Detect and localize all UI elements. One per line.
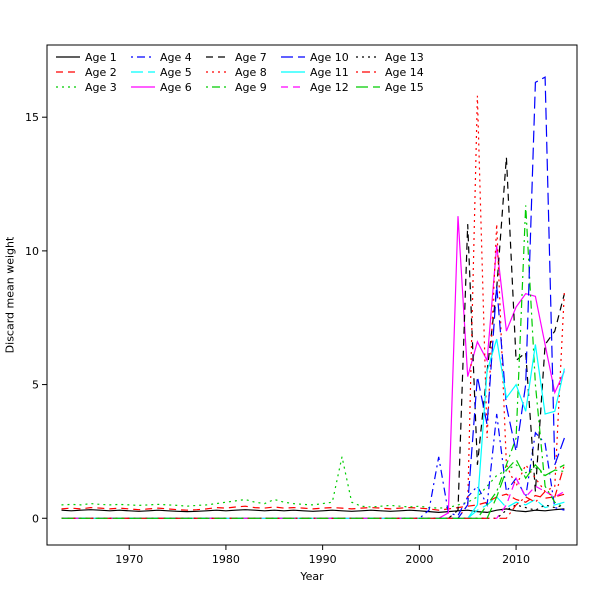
series-line-age-3: [61, 456, 565, 509]
series-line-age-11: [61, 338, 565, 519]
y-tick-label: 10: [25, 245, 39, 258]
legend-label-age-10: Age 10: [310, 51, 349, 64]
y-tick-label: 15: [25, 111, 39, 124]
legend-label-age-4: Age 4: [160, 51, 192, 64]
x-tick-label: 1980: [212, 553, 240, 566]
series-line-age-1: [61, 508, 565, 514]
legend-label-age-6: Age 6: [160, 81, 192, 94]
plot-box: [46, 44, 578, 546]
series-line-age-10: [61, 76, 565, 519]
legend-label-age-7: Age 7: [235, 51, 267, 64]
series-line-age-8: [61, 95, 565, 519]
legend-label-age-15: Age 15: [385, 81, 424, 94]
legend-label-age-5: Age 5: [160, 66, 192, 79]
legend-label-age-2: Age 2: [85, 66, 117, 79]
y-axis-label: Discard mean weight: [3, 236, 17, 354]
series-line-age-2: [61, 493, 565, 511]
legend-label-age-3: Age 3: [85, 81, 117, 94]
x-tick-label: 2010: [502, 553, 530, 566]
y-tick-label: 0: [32, 512, 39, 525]
legend-label-age-14: Age 14: [385, 66, 424, 79]
x-tick-label: 1990: [309, 553, 337, 566]
x-tick-label: 2000: [405, 553, 433, 566]
y-tick-label: 5: [32, 379, 39, 392]
series-line-age-14: [61, 464, 565, 519]
series-line-age-6: [61, 216, 565, 519]
legend-label-age-1: Age 1: [85, 51, 117, 64]
legend-label-age-11: Age 11: [310, 66, 349, 79]
x-tick-label: 1970: [115, 553, 143, 566]
legend-label-age-13: Age 13: [385, 51, 424, 64]
legend-label-age-9: Age 9: [235, 81, 267, 94]
x-axis-label: Year: [300, 570, 324, 583]
legend-label-age-8: Age 8: [235, 66, 267, 79]
series-line-age-15: [61, 458, 565, 519]
series-line-age-9: [61, 205, 565, 519]
legend-label-age-12: Age 12: [310, 81, 349, 94]
